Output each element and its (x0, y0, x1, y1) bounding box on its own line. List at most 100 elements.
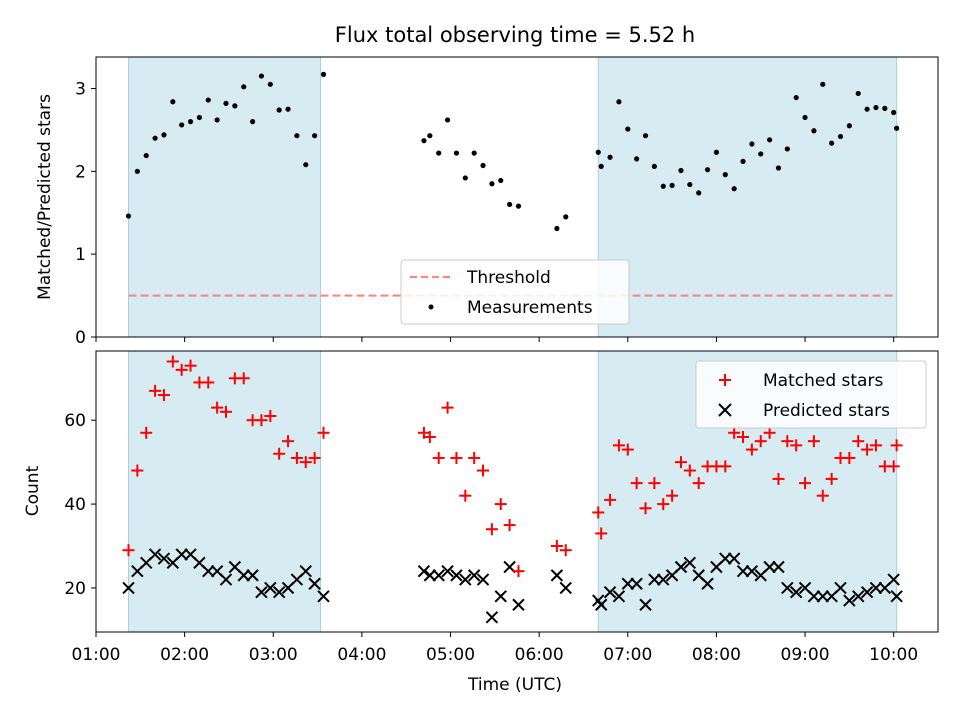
predicted-marker-stroke (727, 552, 741, 565)
top-y-tick-label: 3 (75, 79, 86, 99)
x-tick-label: 09:00 (781, 645, 830, 665)
measurement-point (276, 107, 282, 113)
matched-star-point (157, 389, 170, 402)
measurement-point (249, 119, 256, 125)
predicted-star-point (441, 564, 454, 578)
top-legend: Threshold Measurements (400, 259, 630, 325)
predicted-marker-stroke (503, 560, 516, 574)
predicted-star-point (317, 590, 330, 603)
predicted-marker-stroke (559, 581, 572, 595)
top-y-tick-label: 2 (75, 162, 86, 182)
measurement-point (179, 122, 185, 128)
predicted-marker-stroke (202, 564, 215, 578)
measurement-point (507, 201, 513, 208)
measurement-point (258, 73, 265, 79)
predicted-marker-stroke (798, 581, 812, 595)
measurement-point (634, 156, 640, 162)
measurement-point (152, 135, 158, 141)
predicted-marker-stroke (467, 569, 481, 582)
predicted-star-point (432, 569, 445, 582)
predicted-marker-stroke (603, 585, 617, 599)
top-legend-box (400, 259, 630, 325)
matched-legend-swatch (719, 374, 731, 386)
matched-star-point (512, 565, 525, 578)
measurement-point (294, 133, 300, 139)
predicted-marker-stroke (476, 573, 490, 586)
measurement-point (134, 168, 140, 174)
measurement-point (740, 158, 746, 164)
matched-star-point (211, 401, 224, 414)
predicted-star-point (674, 560, 688, 574)
measurement-point (882, 105, 888, 111)
x-tick-label: 02:00 (160, 645, 209, 665)
count-panel: 20 40 60 01:00 02:00 03:00 04:00 05:00 06:00 07:… (23, 350, 939, 695)
predicted-star-point (157, 552, 171, 565)
predicted-marker-stroke (816, 590, 829, 603)
predicted-marker-stroke (550, 569, 564, 582)
predicted-marker-stroke (639, 598, 652, 611)
measurement-point (625, 126, 631, 132)
matched-star-point (657, 498, 670, 511)
x-tick-label: 05:00 (426, 645, 475, 665)
matched-star-point (494, 498, 507, 511)
measurement-point (223, 100, 229, 106)
matched-star-point (175, 363, 188, 376)
matched-star-point (869, 439, 882, 452)
matched-star-point (763, 426, 776, 439)
predicted-star-point (890, 590, 903, 603)
predicted-marker-stroke (317, 590, 330, 603)
predicted-marker-stroke (630, 577, 643, 590)
matched-star-point (595, 527, 608, 540)
predicted-marker-stroke (157, 552, 171, 565)
matched-star-point (282, 435, 295, 448)
predicted-marker-stroke (450, 569, 463, 582)
predicted-marker-stroke (122, 581, 135, 595)
x-tick-label: 08:00 (692, 645, 741, 665)
predicted-star-point (843, 594, 856, 607)
predicted-marker-stroke (246, 569, 259, 582)
bottom-y-tick-label: 60 (64, 411, 86, 431)
predicted-marker-stroke (441, 564, 454, 578)
matched-star-point (816, 489, 829, 502)
bottom-y-ticks: 20 40 60 (64, 411, 96, 599)
top-y-ticks: 0 1 2 3 (75, 79, 96, 348)
predicted-marker-stroke (255, 585, 268, 599)
predicted-star-point (237, 569, 250, 582)
measurement-point (891, 109, 897, 116)
predicted-star-point (657, 573, 670, 586)
matched-legend-label: Matched stars (763, 371, 883, 391)
matched-star-point (799, 477, 812, 490)
matched-star-point (621, 443, 634, 456)
matched-star-point (219, 405, 232, 418)
predicted-star-point (612, 590, 626, 603)
matched-star-point (432, 451, 445, 464)
matched-star-point (308, 451, 321, 464)
predicted-star-point (745, 564, 759, 578)
matched-star-point (630, 477, 643, 490)
measurement-point (722, 172, 728, 178)
predicted-star-point (494, 590, 507, 603)
x-tick-label: 03:00 (249, 645, 298, 665)
measurement-point (205, 97, 211, 103)
predicted-marker-stroke (890, 590, 903, 603)
predicted-marker-stroke (789, 585, 803, 599)
matched-star-point (737, 430, 750, 443)
matched-star-point (441, 401, 454, 414)
predicted-marker-stroke (869, 581, 883, 595)
predicted-marker-stroke (648, 573, 661, 586)
threshold-legend-label: Threshold (466, 268, 551, 288)
matched-star-point (299, 456, 312, 469)
measurement-point (651, 163, 657, 169)
predicted-marker-stroke (299, 564, 312, 578)
predicted-marker-stroke (175, 548, 188, 561)
matched-star-point (719, 460, 732, 473)
measurement-point (607, 154, 613, 160)
measurement-point (731, 186, 737, 192)
predicted-marker-stroke (494, 590, 507, 603)
predicted-star-point (648, 573, 661, 586)
predicted-star-point (308, 577, 321, 590)
predicted-star-point (246, 569, 259, 582)
matched-star-point (202, 376, 215, 389)
predicted-star-point (887, 573, 900, 586)
